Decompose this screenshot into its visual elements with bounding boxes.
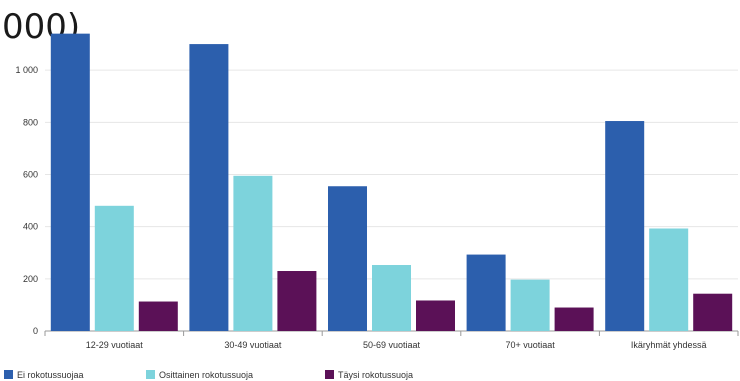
bar [693, 293, 733, 331]
bar [277, 271, 317, 331]
bar [94, 205, 134, 331]
x-tick-label: 12-29 vuotiaat [86, 340, 144, 350]
y-tick-label: 800 [23, 117, 38, 127]
bar [138, 301, 178, 331]
bar [466, 254, 506, 331]
bar [328, 186, 367, 331]
x-axis: 12-29 vuotiaat 30-49 vuotiaat 50-69 vuotia… [44, 331, 739, 350]
y-tick-label: 400 [23, 222, 38, 232]
bar [510, 279, 550, 331]
legend-label[interactable]: Täysi rokotussuoja [338, 370, 413, 380]
x-tick-label: 30-49 vuotiaat [224, 340, 282, 350]
bar [233, 175, 273, 331]
y-axis: 0 200 400 600 800 1 000 [15, 65, 38, 336]
y-tick-label: 1 000 [15, 65, 38, 75]
legend-swatch [4, 370, 13, 379]
x-tick-label: 50-69 vuotiaat [363, 340, 421, 350]
bar [649, 228, 689, 331]
bar [416, 300, 455, 331]
legend-label[interactable]: Ei rokotussuojaa [17, 370, 84, 380]
x-tick-label: Ikäryhmät yhdessä [631, 340, 707, 350]
legend-label[interactable]: Osittainen rokotussuoja [159, 370, 253, 380]
legend-swatch [325, 370, 334, 379]
y-tick-label: 200 [23, 274, 38, 284]
y-tick-label: 600 [23, 170, 38, 180]
bar [189, 44, 229, 331]
bar [372, 265, 411, 331]
y-tick-label: 0 [33, 326, 38, 336]
legend-swatch [146, 370, 155, 379]
legend: Ei rokotussuojaa Osittainen rokotussuoja T… [4, 370, 413, 380]
bar [50, 33, 90, 332]
x-tick-label: 70+ vuotiaat [505, 340, 555, 350]
bar [605, 121, 645, 331]
bars [50, 33, 733, 332]
bar [554, 307, 594, 331]
